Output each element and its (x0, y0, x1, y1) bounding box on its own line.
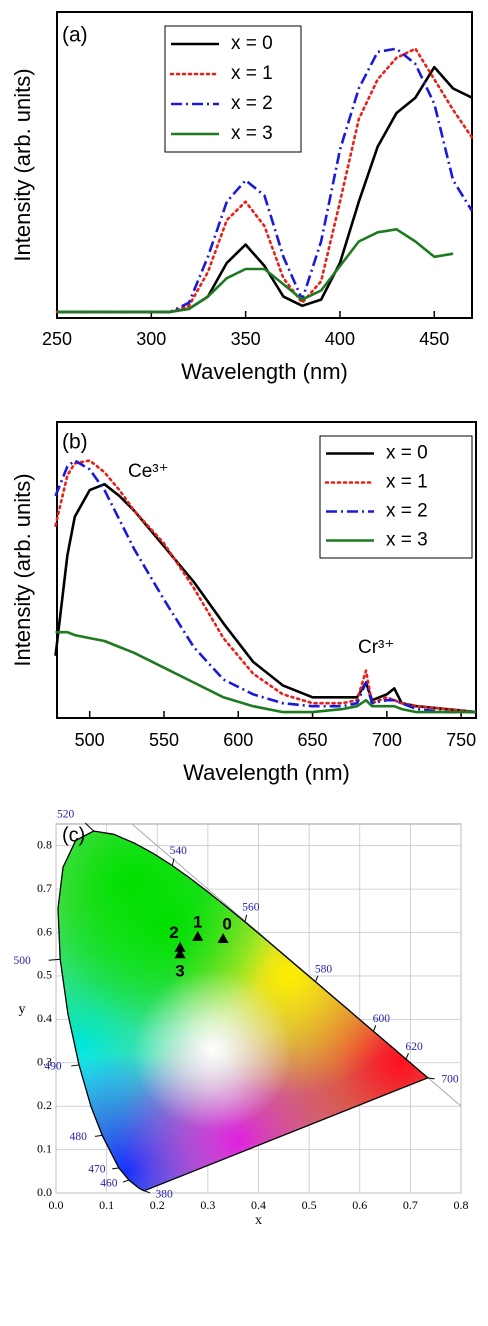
x-tick-label: 400 (325, 329, 355, 349)
data-point (217, 933, 229, 944)
y-tick-label: 0.1 (37, 1141, 52, 1155)
point-label: 3 (175, 962, 184, 981)
x-tick-label: 0.2 (150, 1198, 165, 1212)
plot-lines (55, 47, 474, 314)
x-axis-label: Wavelength (nm) (181, 359, 348, 384)
x-tick-label: 0.0 (49, 1198, 64, 1212)
y-tick-label: 0.0 (37, 1185, 52, 1199)
wavelength-label: 620 (405, 1041, 423, 1053)
legend-label: x = 2 (231, 93, 273, 114)
series-line (55, 630, 476, 714)
y-axis-label: Intensity (arb. units) (10, 473, 35, 666)
y-axis-label: Intensity (arb. units) (10, 68, 35, 261)
spectral-locus (57, 830, 430, 1192)
x-tick-label: 0.1 (99, 1198, 114, 1212)
wavelength-label: 500 (14, 955, 32, 967)
wavelength-label: 460 (100, 1178, 118, 1190)
wavelength-label: 580 (315, 963, 333, 975)
locus-tick (405, 1052, 409, 1060)
data-point (192, 930, 204, 941)
wavelength-label: 540 (170, 845, 188, 857)
y-tick-label: 0.8 (37, 837, 52, 851)
legend: x = 0 x = 1 x = 2 x = 3 (319, 435, 473, 559)
x-tick-label: 350 (231, 329, 261, 349)
x-tick-label: 0.5 (302, 1198, 317, 1212)
panel-label: (a) (62, 24, 88, 47)
locus-tick (94, 1134, 103, 1137)
point-label: 2 (169, 923, 178, 942)
legend-label: x = 2 (386, 501, 428, 522)
series-line (57, 47, 474, 314)
plot-lines (54, 459, 478, 714)
locus-tick (314, 975, 319, 982)
point-label: 1 (193, 912, 202, 931)
series-line (54, 459, 478, 714)
plot-frame (56, 11, 473, 319)
annotation: Cr³⁺ (358, 637, 394, 658)
wavelength-label: 600 (373, 1013, 391, 1025)
x-tick-label: 600 (223, 730, 253, 750)
legend-label: x = 1 (231, 63, 273, 84)
point-label: 0 (222, 915, 231, 934)
plot-frame (56, 421, 477, 719)
x-tick-label: 250 (42, 329, 72, 349)
wavelength-label: 700 (441, 1073, 459, 1085)
wavelength-label: 380 (156, 1188, 174, 1200)
series-line (54, 482, 477, 714)
locus-tick (171, 858, 175, 866)
locus-tick (427, 1077, 435, 1080)
x-axis-label: Wavelength (nm) (183, 760, 350, 785)
x-tick-label: 450 (419, 329, 449, 349)
x-tick-label: 700 (372, 730, 402, 750)
y-axis-label: y (19, 1002, 26, 1017)
fill-blob (132, 969, 293, 1130)
wavelength-label: 480 (70, 1131, 88, 1143)
x-tick-label: 0.8 (454, 1198, 469, 1212)
panel-label: (b) (62, 431, 88, 454)
panel-label: (c) (62, 824, 85, 846)
locus-tick (112, 1167, 119, 1170)
legend-label: x = 3 (386, 530, 428, 551)
wavelength-label: 560 (242, 902, 260, 914)
y-tick-label: 0.7 (37, 881, 52, 895)
y-tick-label: 0.2 (37, 1098, 52, 1112)
x-tick-label: 500 (75, 730, 105, 750)
locus-tick (143, 1190, 151, 1194)
legend-label: x = 0 (231, 33, 273, 54)
wavelength-label: 520 (57, 809, 75, 821)
x-tick-label: 0.7 (403, 1198, 418, 1212)
locus-tick (71, 1064, 80, 1067)
wavelength-label: 470 (88, 1164, 106, 1176)
x-tick-label: 0.3 (200, 1198, 215, 1212)
legend-box (164, 25, 302, 153)
locus-tick (84, 822, 94, 832)
locus-tick (122, 1179, 130, 1183)
x-tick-label: 650 (298, 730, 328, 750)
y-tick-label: 0.4 (37, 1011, 52, 1025)
series-line (54, 459, 476, 714)
locus-tick (244, 914, 248, 923)
x-tick-label: 750 (446, 730, 476, 750)
x-tick-label: 300 (136, 329, 166, 349)
data-point (174, 948, 186, 959)
locus-tick (48, 958, 61, 961)
x-tick-label: 550 (149, 730, 179, 750)
y-tick-label: 0.3 (37, 1055, 52, 1069)
legend-label: x = 3 (231, 123, 273, 144)
x-tick-label: 0.4 (251, 1198, 266, 1212)
y-tick-label: 0.6 (37, 924, 52, 938)
legend-box (319, 435, 473, 559)
wavelength-label: 490 (44, 1061, 62, 1073)
annotation: Ce³⁺ (128, 461, 169, 482)
locus-tick (372, 1025, 377, 1032)
series-line (57, 228, 454, 314)
legend-label: x = 1 (386, 472, 428, 493)
x-tick-label: 0.6 (352, 1198, 367, 1212)
x-axis-label: x (255, 1213, 262, 1228)
legend: x = 0 x = 1 x = 2 x = 3 (164, 25, 302, 153)
data-point (174, 941, 186, 952)
y-tick-label: 0.5 (37, 968, 52, 982)
legend-label: x = 0 (386, 443, 428, 464)
